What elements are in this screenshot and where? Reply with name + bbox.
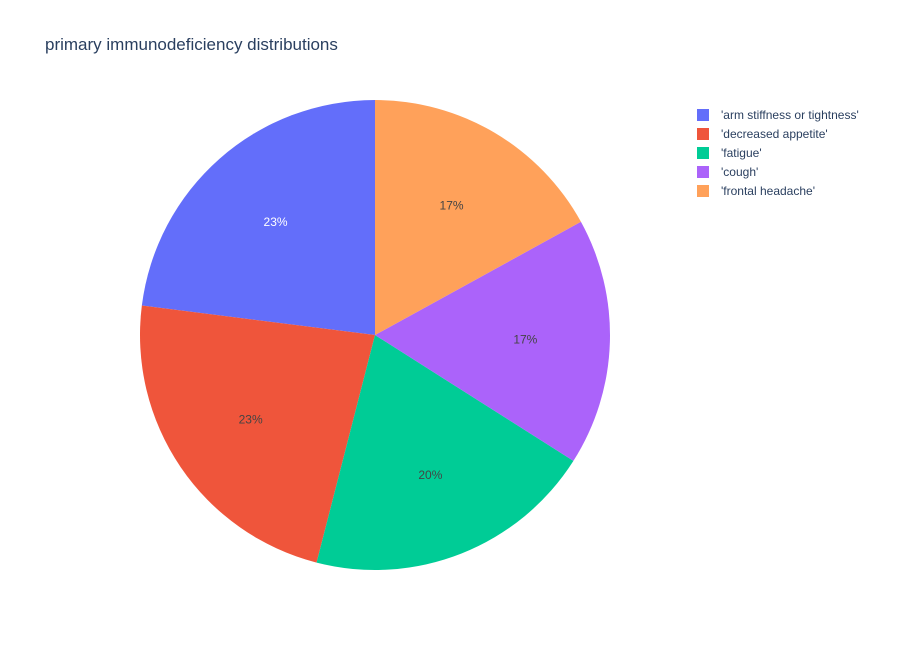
legend-item[interactable]: 'cough' <box>697 165 758 179</box>
legend-item[interactable]: 'fatigue' <box>697 146 762 160</box>
pie-slice[interactable] <box>375 221 610 461</box>
pie-slice[interactable] <box>139 305 375 563</box>
legend-label: 'arm stiffness or tightness' <box>721 108 859 122</box>
slice-percent-label: 20% <box>418 468 442 482</box>
legend-swatch <box>697 128 709 140</box>
legend: 'arm stiffness or tightness' 'decreased a… <box>697 108 859 198</box>
pie-slice-labels: 23% 23% 20% 17% 17% <box>239 199 538 482</box>
legend-swatch <box>697 185 709 197</box>
slice-percent-label: 23% <box>264 215 288 229</box>
slice-percent-label: 17% <box>440 199 464 213</box>
legend-label: 'fatigue' <box>721 146 762 160</box>
legend-item[interactable]: 'arm stiffness or tightness' <box>697 108 859 122</box>
pie-slice[interactable] <box>141 100 375 335</box>
legend-swatch <box>697 147 709 159</box>
pie-slice[interactable] <box>375 99 581 335</box>
legend-swatch <box>697 166 709 178</box>
legend-label: 'frontal headache' <box>721 184 815 198</box>
legend-item[interactable]: 'decreased appetite' <box>697 127 828 141</box>
legend-label: 'decreased appetite' <box>721 127 828 141</box>
legend-label: 'cough' <box>721 165 758 179</box>
chart-title: primary immunodeficiency distributions <box>45 35 338 54</box>
slice-percent-label: 17% <box>513 333 537 347</box>
pie-slice[interactable] <box>316 335 574 571</box>
legend-item[interactable]: 'frontal headache' <box>697 184 815 198</box>
slice-percent-label: 23% <box>239 413 263 427</box>
pie-slices <box>139 99 610 571</box>
legend-swatch <box>697 109 709 121</box>
